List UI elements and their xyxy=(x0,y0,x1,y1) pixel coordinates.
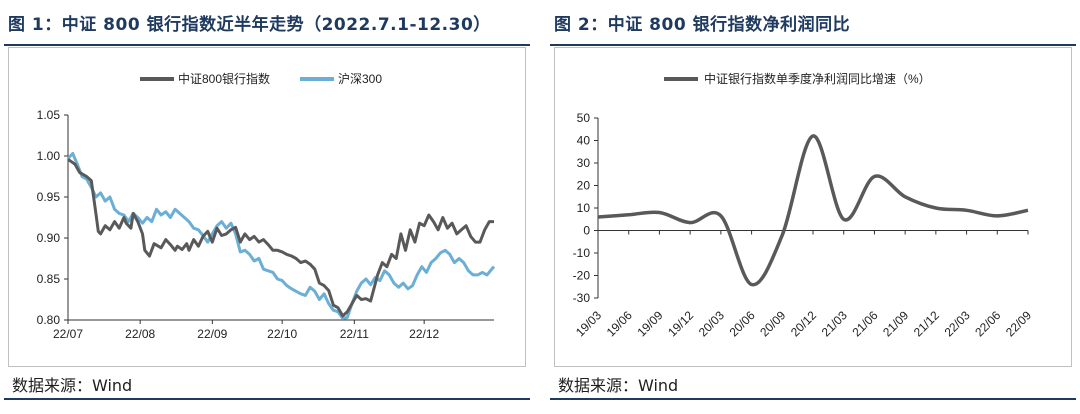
x-tick-label: 20/06 xyxy=(727,308,758,339)
x-tick-label: 22/09 xyxy=(197,327,227,341)
y-tick-label: 50 xyxy=(577,111,591,125)
chart-frame xyxy=(8,47,526,367)
source-note: 数据来源：Wind xyxy=(12,376,133,395)
x-tick-label: 19/09 xyxy=(634,308,665,339)
y-tick-label: 0.90 xyxy=(37,231,61,245)
y-tick-label: 20 xyxy=(577,179,591,193)
y-tick-label: -10 xyxy=(573,246,591,260)
legend-label: 中证银行指数单季度净利润同比增速（%） xyxy=(704,71,931,86)
y-tick-label: 10 xyxy=(577,201,591,215)
title-rule xyxy=(550,44,1076,46)
x-tick-label: 22/08 xyxy=(125,327,155,341)
x-tick-label: 22/06 xyxy=(972,308,1003,339)
y-tick-label: -20 xyxy=(573,269,591,283)
y-tick-label: 0.80 xyxy=(37,313,61,327)
x-tick-label: 22/09 xyxy=(1003,308,1034,339)
chart-panel-bank-index: 图 1：中证 800 银行指数近半年走势（2022.7.1-12.30） 0.8… xyxy=(0,0,534,414)
panel-title: 图 2：中证 800 银行指数净利润同比 xyxy=(554,15,851,35)
legend-label: 沪深300 xyxy=(338,72,382,86)
line-chart-net-profit: -30 -20 -10 0 10 20 30 40 50 19/03 19/06 19/09 19/12… xyxy=(573,71,1035,339)
x-tick-label: 22/10 xyxy=(267,327,297,341)
y-tick-label: 40 xyxy=(577,134,591,148)
source-rule xyxy=(550,398,1076,400)
x-tick-label: 19/12 xyxy=(665,308,696,339)
x-tick-label: 21/12 xyxy=(911,308,942,339)
x-tick-label: 21/03 xyxy=(819,308,850,339)
y-tick-label: 0 xyxy=(583,224,590,238)
x-tick-label: 22/03 xyxy=(942,308,973,339)
title-rule xyxy=(4,44,530,46)
x-tick-label: 22/07 xyxy=(53,327,83,341)
x-tick-label: 19/03 xyxy=(573,308,604,339)
source-rule xyxy=(4,398,530,400)
x-tick-label: 22/11 xyxy=(340,327,369,341)
x-tick-label: 22/12 xyxy=(409,327,439,341)
x-tick-label: 20/12 xyxy=(788,308,819,339)
series-line-bank-index xyxy=(67,158,494,318)
y-tick-label: 1.05 xyxy=(37,108,61,122)
x-tick-label: 20/09 xyxy=(757,308,788,339)
panel-title: 图 1：中证 800 银行指数近半年走势（2022.7.1-12.30） xyxy=(8,15,491,35)
line-chart-bank-index: 0.80 0.85 0.90 0.95 1.00 1.05 22/07 22/08 22/09 2… xyxy=(37,71,496,341)
x-tick-label: 21/09 xyxy=(880,308,911,339)
series-line-net-profit-yoy xyxy=(597,134,1029,287)
chart-frame xyxy=(554,47,1072,367)
y-tick-label: 0.95 xyxy=(37,190,61,204)
y-tick-label: 0.85 xyxy=(37,272,61,286)
y-tick-label: 1.00 xyxy=(37,149,61,163)
source-note: 数据来源：Wind xyxy=(558,376,679,395)
x-tick-label: 19/06 xyxy=(604,308,635,339)
x-tick-label: 21/06 xyxy=(849,308,880,339)
x-tick-label: 20/03 xyxy=(696,308,727,339)
legend-label: 中证800银行指数 xyxy=(178,71,270,86)
series-line-hs300 xyxy=(66,152,496,320)
y-tick-label: -30 xyxy=(573,291,591,305)
chart-panel-net-profit: 图 2：中证 800 银行指数净利润同比 -30 -20 -10 0 10 20 30 40 5… xyxy=(546,0,1080,414)
y-tick-label: 30 xyxy=(577,156,591,170)
